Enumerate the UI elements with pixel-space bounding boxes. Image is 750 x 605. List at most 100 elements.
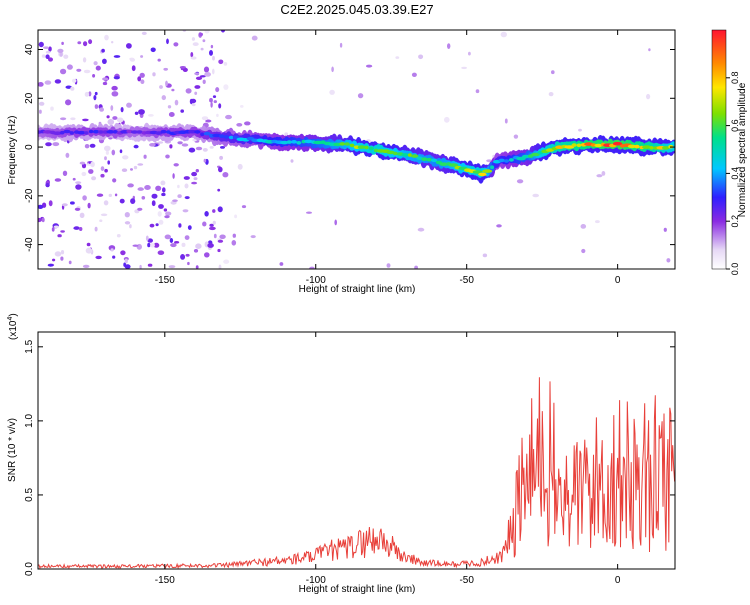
heatmap-noise-cell bbox=[102, 77, 109, 81]
heatmap-ridge-core bbox=[223, 135, 230, 139]
heatmap-noise-cell bbox=[119, 149, 123, 154]
heatmap-noise-cell bbox=[143, 154, 147, 159]
heatmap-noise-cell bbox=[581, 248, 586, 254]
heatmap-ridge-core bbox=[280, 140, 289, 145]
heatmap-noise-cell bbox=[151, 193, 158, 199]
heatmap-ridge-core bbox=[194, 130, 201, 134]
heatmap-noise-cell bbox=[113, 55, 121, 58]
heatmap-noise-cell bbox=[199, 32, 204, 37]
heatmap-noise-cell bbox=[194, 85, 201, 89]
heatmap-noise-cell bbox=[213, 100, 217, 104]
heatmap-ridge-core bbox=[531, 152, 540, 157]
heatmap-noise-cell bbox=[100, 173, 105, 178]
heatmap-noise-cell bbox=[90, 161, 95, 168]
heatmap-noise-cell bbox=[38, 82, 44, 87]
colorbar-tick-label: 0.0 bbox=[730, 263, 740, 276]
colorbar-tick-label: 0.8 bbox=[730, 72, 740, 85]
heatmap-noise-cell bbox=[157, 250, 165, 255]
heatmap-noise-cell bbox=[122, 155, 129, 160]
heatmap-noise-cell bbox=[41, 217, 45, 223]
heatmap-noise-cell bbox=[65, 99, 72, 106]
heatmap-ridge-core bbox=[564, 145, 575, 149]
heatmap-noise-cell bbox=[85, 247, 93, 254]
heatmap-noise-cell bbox=[147, 263, 153, 267]
heatmap-noise-cell bbox=[188, 147, 196, 153]
heatmap-noise-cell bbox=[144, 185, 151, 190]
heatmap-noise-cell bbox=[38, 204, 44, 209]
heatmap-noise-cell bbox=[161, 192, 166, 197]
heatmap-noise-cell bbox=[516, 179, 524, 184]
heatmap-ridge-core bbox=[594, 143, 603, 148]
heatmap-noise-cell bbox=[134, 111, 139, 116]
heatmap-noise-cell bbox=[173, 42, 179, 47]
heatmap-noise-cell bbox=[202, 39, 206, 43]
snr-y-tick-label: 0.5 bbox=[24, 488, 35, 502]
heatmap-noise-cell bbox=[104, 145, 111, 152]
heatmap-noise-cell bbox=[241, 205, 247, 209]
heatmap-noise-cell bbox=[75, 181, 82, 185]
heatmap-ridge-core bbox=[160, 129, 167, 134]
heatmap-ridge-core bbox=[490, 165, 495, 169]
heatmap-noise-cell bbox=[139, 72, 145, 78]
heatmap-noise-cell bbox=[94, 91, 98, 96]
heatmap-noise-cell bbox=[120, 107, 124, 113]
heatmap-noise-cell bbox=[551, 70, 555, 75]
heatmap-noise-cell bbox=[648, 48, 651, 52]
heatmap-noise-cell bbox=[60, 117, 67, 121]
snr-y-multiplier: (x104) bbox=[7, 313, 19, 340]
heatmap-noise-cell bbox=[77, 41, 82, 45]
heatmap-ridge-core bbox=[634, 144, 640, 149]
heatmap-noise-cell bbox=[663, 227, 667, 232]
heatmap-noise-cell bbox=[418, 54, 424, 60]
heatmap-noise-cell bbox=[185, 88, 192, 94]
heatmap-noise-cell bbox=[84, 91, 90, 97]
heatmap-noise-cell bbox=[209, 223, 214, 227]
heatmap-noise-cell bbox=[173, 163, 179, 167]
heatmap-noise-cell bbox=[137, 76, 142, 82]
heatmap-noise-cell bbox=[87, 202, 91, 209]
heatmap-noise-cell bbox=[195, 265, 199, 269]
heatmap-ridge-core bbox=[339, 142, 346, 146]
heatmap-noise-cell bbox=[44, 80, 52, 85]
heatmap-ridge-core bbox=[228, 135, 234, 140]
heatmap-y-ticks: -40 -20 0 20 40 bbox=[24, 44, 675, 252]
heatmap-y-axis-label: Frequency (Hz) bbox=[7, 116, 18, 185]
snr-marks bbox=[38, 377, 675, 569]
heatmap-noise-cell bbox=[194, 72, 200, 75]
heatmap-noise-cell bbox=[172, 199, 178, 202]
heatmap-noise-cell bbox=[145, 235, 149, 241]
heatmap-noise-cell bbox=[190, 56, 197, 60]
heatmap-noise-cell bbox=[184, 235, 190, 241]
heatmap-noise-cell bbox=[199, 75, 206, 78]
heatmap-noise-cell bbox=[177, 184, 180, 189]
heatmap-noise-cell bbox=[95, 255, 102, 260]
heatmap-noise-cell bbox=[124, 221, 131, 225]
heatmap-noise-cell bbox=[178, 223, 182, 228]
heatmap-ridge-core bbox=[571, 143, 577, 147]
heatmap-noise-cell bbox=[475, 89, 480, 94]
heatmap-ridge-core bbox=[612, 141, 623, 146]
heatmap-noise-cell bbox=[62, 170, 68, 176]
heatmap-noise-cell bbox=[86, 242, 91, 247]
heatmap-noise-cell bbox=[152, 72, 156, 77]
heatmap-y-tick-label: -20 bbox=[24, 188, 35, 203]
heatmap-noise-cell bbox=[187, 225, 192, 231]
heatmap-ridge-core bbox=[386, 150, 395, 155]
snr-x-ticks: -150 -100 -50 0 bbox=[155, 332, 621, 586]
heatmap-noise-cell bbox=[169, 238, 174, 243]
heatmap-ridge-core bbox=[576, 143, 582, 148]
heatmap-noise-cell bbox=[71, 78, 77, 83]
heatmap-noise-cell bbox=[251, 35, 258, 41]
heatmap-noise-cell bbox=[204, 30, 210, 34]
heatmap-noise-cell bbox=[202, 79, 206, 85]
heatmap-noise-cell bbox=[237, 163, 243, 170]
heatmap-noise-cell bbox=[161, 95, 166, 101]
heatmap-noise-cell bbox=[148, 114, 154, 117]
heatmap-noise-cell bbox=[290, 159, 294, 163]
colorbar-gradient bbox=[711, 29, 727, 270]
heatmap-noise-cell bbox=[195, 243, 202, 249]
heatmap-noise-cell bbox=[124, 212, 130, 218]
snr-frame bbox=[37, 331, 676, 570]
heatmap-noise-cell bbox=[414, 265, 418, 269]
